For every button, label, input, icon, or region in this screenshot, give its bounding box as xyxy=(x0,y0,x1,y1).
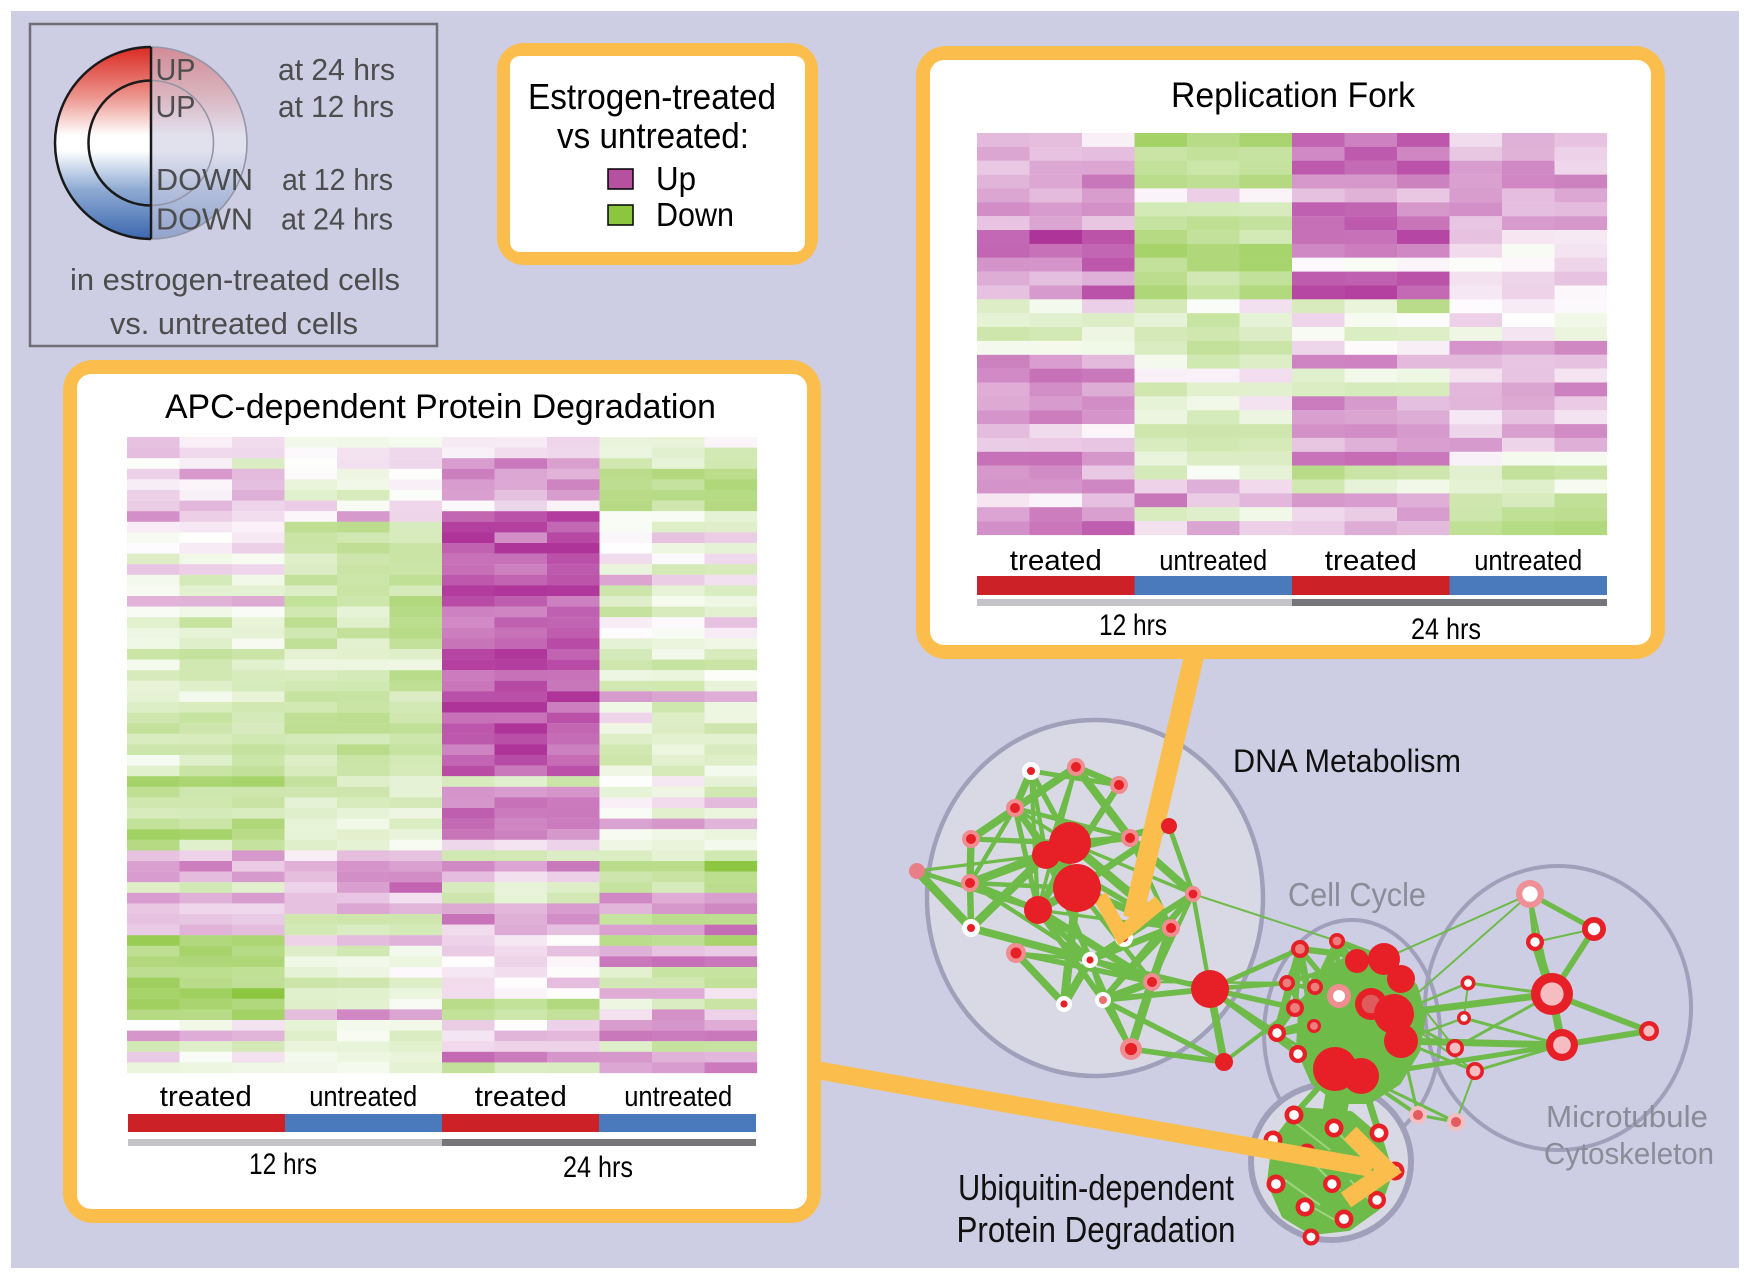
svg-text:12 hrs: 12 hrs xyxy=(249,1148,317,1181)
svg-text:APC-dependent Protein Degradat: APC-dependent Protein Degradation xyxy=(165,388,716,426)
svg-text:24 hrs: 24 hrs xyxy=(563,1151,633,1184)
svg-text:DOWN: DOWN xyxy=(156,163,253,197)
svg-text:at 12 hrs: at 12 hrs xyxy=(282,163,393,197)
svg-text:treated: treated xyxy=(160,1081,252,1113)
svg-text:Cytoskeleton: Cytoskeleton xyxy=(1544,1136,1714,1171)
svg-text:24 hrs: 24 hrs xyxy=(1411,613,1481,646)
svg-text:Protein Degradation: Protein Degradation xyxy=(957,1209,1236,1250)
svg-text:Estrogen-treated: Estrogen-treated xyxy=(528,76,776,117)
svg-text:UP: UP xyxy=(156,53,196,87)
svg-text:Up: Up xyxy=(656,161,696,198)
svg-text:DOWN: DOWN xyxy=(156,203,253,237)
svg-text:Ubiquitin-dependent: Ubiquitin-dependent xyxy=(958,1167,1234,1208)
svg-text:vs. untreated cells: vs. untreated cells xyxy=(110,306,358,341)
svg-text:at 24 hrs: at 24 hrs xyxy=(281,203,393,237)
svg-text:treated: treated xyxy=(475,1081,567,1113)
svg-text:untreated: untreated xyxy=(309,1081,417,1113)
svg-text:UP: UP xyxy=(156,90,196,124)
svg-text:in estrogen-treated cells: in estrogen-treated cells xyxy=(70,262,400,297)
svg-text:treated: treated xyxy=(1325,545,1417,577)
svg-text:at 24 hrs: at 24 hrs xyxy=(278,53,395,87)
svg-text:untreated: untreated xyxy=(624,1081,732,1113)
svg-text:treated: treated xyxy=(1010,545,1102,577)
svg-text:Cell Cycle: Cell Cycle xyxy=(1288,876,1426,913)
svg-text:12 hrs: 12 hrs xyxy=(1099,609,1167,642)
svg-text:Down: Down xyxy=(656,197,734,234)
svg-text:untreated: untreated xyxy=(1474,545,1582,577)
svg-text:vs untreated:: vs untreated: xyxy=(557,115,749,156)
svg-text:DNA Metabolism: DNA Metabolism xyxy=(1233,743,1461,779)
svg-text:Microtubule: Microtubule xyxy=(1546,1099,1708,1134)
svg-text:untreated: untreated xyxy=(1159,545,1267,577)
svg-text:Replication Fork: Replication Fork xyxy=(1171,76,1415,115)
svg-text:at 12 hrs: at 12 hrs xyxy=(278,90,394,124)
